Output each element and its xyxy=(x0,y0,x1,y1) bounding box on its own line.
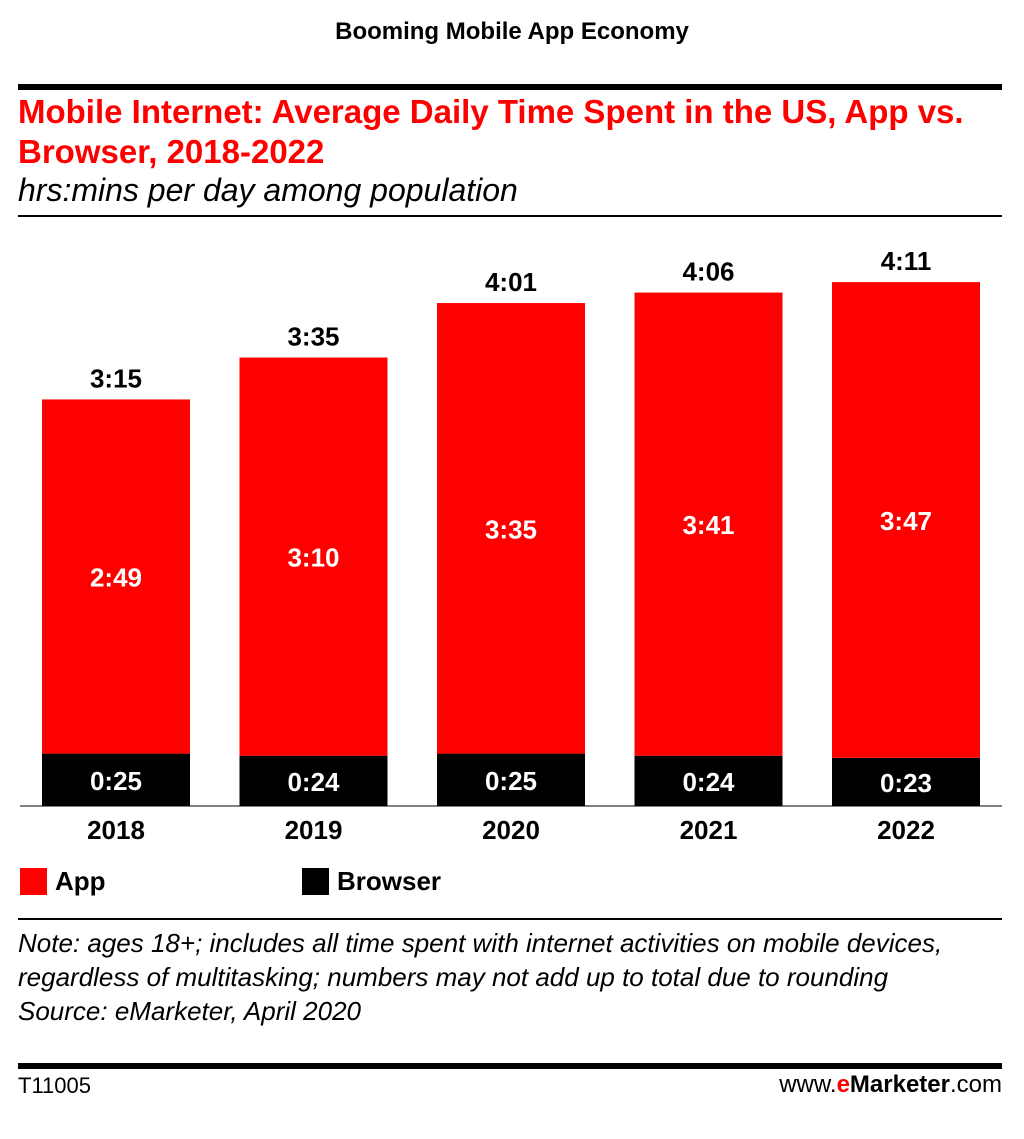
bar-app-2020 xyxy=(437,303,585,754)
brand-link[interactable]: www.eMarketer.com xyxy=(779,1071,1002,1099)
brand-suffix: .com xyxy=(949,1071,1002,1098)
top-divider xyxy=(18,84,1002,90)
bar-browser-2018 xyxy=(42,753,190,806)
total-label-2018: 3:15 xyxy=(90,363,142,393)
brand-name: Marketer xyxy=(849,1071,950,1098)
total-label-2020: 4:01 xyxy=(485,267,537,297)
data-label-app-2021: 3:41 xyxy=(682,510,734,540)
x-tick-label-2019: 2019 xyxy=(285,815,343,845)
source-text: Source: eMarketer, April 2020 xyxy=(18,996,361,1026)
bar-app-2022 xyxy=(832,282,980,758)
x-tick-label-2018: 2018 xyxy=(87,815,145,845)
legend-label-browser: Browser xyxy=(337,866,442,896)
note-text: Note: ages 18+; includes all time spent … xyxy=(18,928,943,992)
legend-label-app: App xyxy=(55,866,106,896)
bar-browser-2019 xyxy=(239,755,388,806)
bar-browser-2021 xyxy=(634,755,783,806)
legend-swatch-app xyxy=(20,868,47,895)
brand-accent: e xyxy=(836,1071,850,1098)
bar-browser-2022 xyxy=(832,757,980,806)
data-label-app-2019: 3:10 xyxy=(287,543,339,573)
legend-item-browser: Browser xyxy=(302,866,441,897)
total-label-2021: 4:06 xyxy=(682,257,734,287)
bar-app-2021 xyxy=(634,292,783,756)
x-tick-label-2022: 2022 xyxy=(877,815,935,845)
data-label-browser-2021: 0:24 xyxy=(682,767,735,797)
data-label-app-2018: 2:49 xyxy=(90,563,142,593)
chart-subtitle: hrs:mins per day among population xyxy=(18,172,518,208)
data-label-browser-2019: 0:24 xyxy=(287,767,340,797)
total-label-2019: 3:35 xyxy=(287,322,339,352)
data-label-app-2020: 3:35 xyxy=(485,514,537,544)
data-label-app-2022: 3:47 xyxy=(880,506,932,536)
data-label-browser-2020: 0:25 xyxy=(485,766,537,796)
legend-swatch-browser xyxy=(302,868,329,895)
total-label-2022: 4:11 xyxy=(881,246,932,276)
data-label-browser-2022: 0:23 xyxy=(880,768,932,798)
chart-title: Mobile Internet: Average Daily Time Spen… xyxy=(18,93,964,170)
legend: App Browser xyxy=(20,866,720,902)
note-divider xyxy=(18,918,1002,920)
x-tick-label-2021: 2021 xyxy=(680,815,738,845)
note-block: Note: ages 18+; includes all time spent … xyxy=(18,926,1008,1028)
data-label-browser-2018: 0:25 xyxy=(90,766,142,796)
bar-app-2019 xyxy=(239,357,388,756)
bar-browser-2020 xyxy=(437,753,585,806)
footer-divider xyxy=(18,1063,1002,1069)
brand-prefix: www. xyxy=(779,1071,837,1098)
chart-id: T11005 xyxy=(18,1073,91,1098)
bar-app-2018 xyxy=(42,399,190,754)
header-title: Booming Mobile App Economy xyxy=(335,18,689,45)
x-tick-label-2020: 2020 xyxy=(482,815,540,845)
legend-item-app: App xyxy=(20,866,106,897)
title-divider xyxy=(18,215,1002,217)
stacked-bar-chart: 0:25 2:49 3:15 2018 0:24 3:10 3:35 2019 0:25 3:35… xyxy=(20,246,1002,845)
